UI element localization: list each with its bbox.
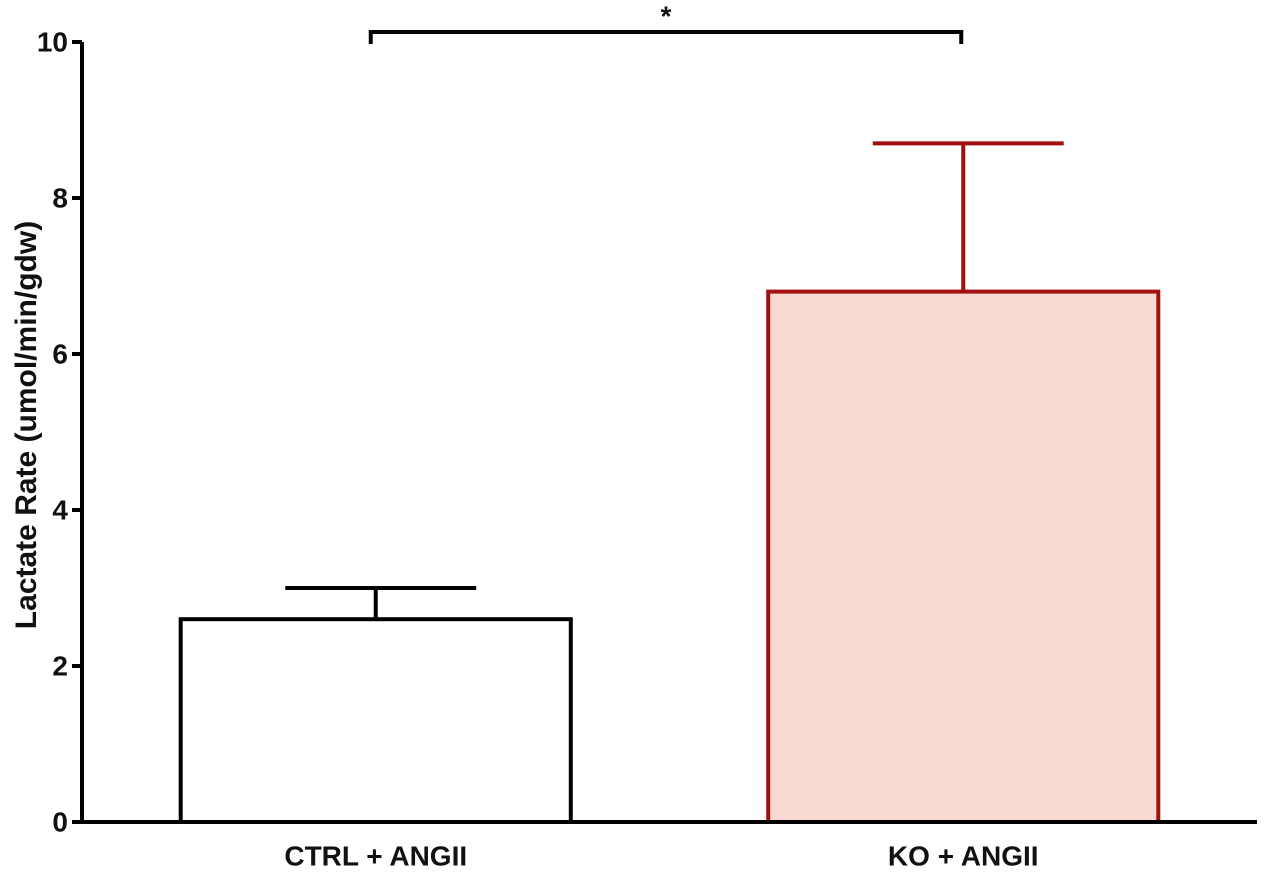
significance-label: * <box>661 0 672 31</box>
y-tick-label: 10 <box>37 26 68 57</box>
x-tick-label: KO + ANGII <box>888 840 1039 871</box>
y-axis-label: Lactate Rate (umol/min/gdw) <box>10 221 43 629</box>
y-tick-label: 8 <box>52 182 68 213</box>
y-tick-label: 2 <box>52 650 68 681</box>
x-tick-label: CTRL + ANGII <box>284 840 467 871</box>
y-tick-label: 4 <box>52 494 68 525</box>
bar <box>178 617 573 825</box>
y-tick-label: 6 <box>52 338 68 369</box>
bar <box>766 289 1161 825</box>
significance-bracket <box>368 30 964 44</box>
y-tick-label: 0 <box>52 806 68 837</box>
